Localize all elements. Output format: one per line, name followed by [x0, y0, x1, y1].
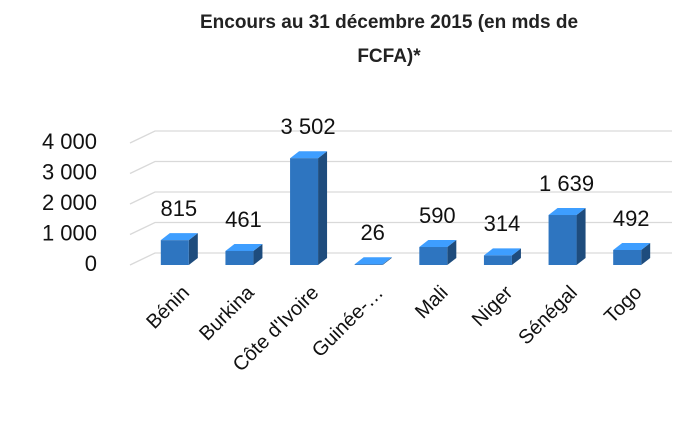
bar — [419, 247, 448, 265]
grid-line — [129, 252, 672, 266]
bar-top — [290, 151, 328, 159]
y-tick-label: 0 — [85, 251, 97, 276]
value-label: 3 502 — [281, 114, 336, 139]
bar-side — [511, 248, 521, 265]
bar-top — [225, 243, 263, 251]
bar-side — [188, 233, 198, 265]
value-label: 1 639 — [539, 171, 594, 196]
x-tick-label: Niger — [468, 281, 518, 331]
bar-side — [641, 242, 651, 265]
bar-top — [354, 257, 392, 265]
bar-top — [419, 240, 457, 248]
x-tick-label: Burkina — [195, 281, 259, 345]
bar-top — [160, 233, 198, 241]
x-tick-label: Sénégal — [514, 282, 581, 349]
value-label: 314 — [484, 211, 521, 236]
y-tick-label: 2 000 — [42, 190, 97, 215]
bar — [483, 255, 512, 265]
y-tick-label: 4 000 — [42, 129, 97, 154]
grid-line — [129, 191, 672, 205]
y-tick-label: 3 000 — [42, 159, 97, 184]
chart-title: Encours au 31 décembre 2015 (en mds de F… — [199, 12, 579, 67]
bar-side — [447, 240, 457, 265]
value-label: 590 — [419, 203, 456, 228]
bar-side — [318, 151, 328, 265]
x-tick-label: Togo — [600, 282, 646, 328]
x-tick-label: Bénin — [142, 282, 194, 334]
value-label: 461 — [225, 207, 262, 232]
grid-line — [129, 160, 672, 175]
y-tick-label: 1 000 — [42, 220, 97, 245]
x-tick-label: Mali — [411, 282, 452, 323]
x-tick-label: Guinée-… — [308, 282, 388, 362]
bar-top — [548, 208, 586, 216]
bar — [160, 240, 189, 265]
bar-side — [382, 257, 392, 265]
bar — [613, 249, 642, 265]
value-label: 26 — [360, 220, 384, 245]
grid-line — [129, 130, 672, 144]
bar — [290, 158, 319, 265]
bar-top — [613, 242, 651, 250]
bar-side — [576, 208, 586, 265]
bar — [354, 264, 383, 265]
value-label: 815 — [160, 196, 197, 221]
bar — [548, 215, 577, 265]
grid-line — [129, 221, 672, 236]
bar-top — [483, 248, 521, 256]
bar — [225, 250, 254, 265]
bar-side — [253, 243, 263, 265]
value-label: 492 — [613, 206, 650, 231]
